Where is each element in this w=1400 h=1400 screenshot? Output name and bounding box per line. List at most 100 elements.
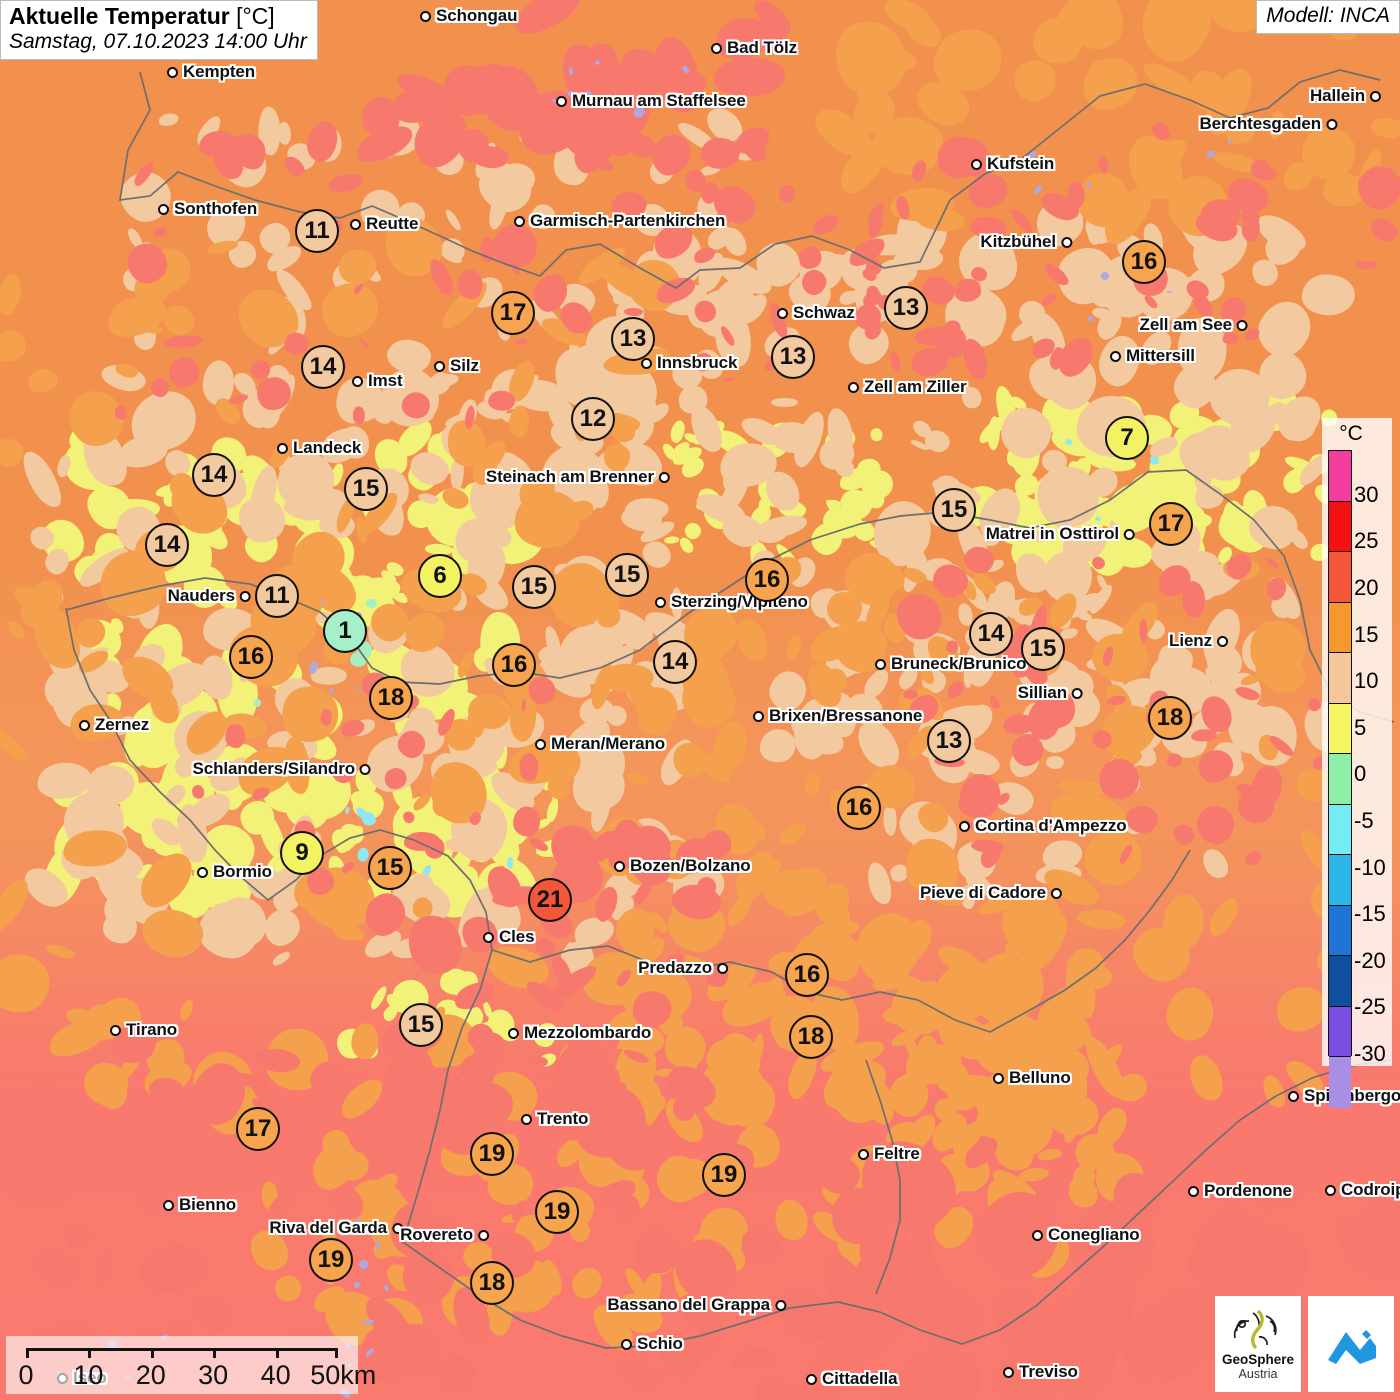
station-temperature-marker[interactable]: 11 (295, 209, 339, 253)
timestamp-label: Samstag, 07.10.2023 14:00 Uhr (9, 29, 307, 53)
legend-tick-labels: 30 25 20 15 10 5 0 -5 -10 -15 -20 -25 -30 (1354, 450, 1394, 1064)
city-marker: Pordenone (1188, 1181, 1292, 1201)
city-label: Pordenone (1204, 1181, 1292, 1200)
station-temperature-marker[interactable]: 15 (932, 488, 976, 532)
station-temperature-marker[interactable]: 14 (145, 523, 189, 567)
city-label: Garmisch-Partenkirchen (530, 211, 726, 230)
station-temperature-marker[interactable]: 17 (491, 291, 535, 335)
city-dot-icon (352, 375, 363, 387)
city-marker: Bienno (163, 1195, 236, 1215)
station-temperature-marker[interactable]: 14 (192, 453, 236, 497)
city-label: Bormio (213, 862, 272, 881)
station-temperature-marker[interactable]: 15 (512, 565, 556, 609)
station-temperature-marker[interactable]: 19 (535, 1190, 579, 1234)
city-label: Riva del Garda (269, 1218, 387, 1237)
city-marker: Mezzolombardo (508, 1023, 651, 1043)
geosphere-name: GeoSphere (1221, 1352, 1295, 1367)
city-dot-icon (753, 710, 764, 722)
city-dot-icon (1326, 118, 1337, 130)
station-temperature-marker[interactable]: 17 (1149, 502, 1193, 546)
legend-tick: 0 (1354, 761, 1367, 787)
city-dot-icon (1032, 1229, 1043, 1241)
legend-tick: 5 (1354, 714, 1367, 740)
geosphere-sub: Austria (1238, 1367, 1278, 1381)
station-temperature-marker[interactable]: 11 (255, 574, 299, 618)
legend-tick: -15 (1354, 901, 1386, 927)
station-temperature-marker[interactable]: 16 (745, 558, 789, 602)
city-label: Bruneck/Brunico (891, 654, 1027, 673)
station-temperature-marker[interactable]: 1 (323, 609, 367, 653)
station-temperature-marker[interactable]: 18 (789, 1015, 833, 1059)
title-box: Aktuelle Temperatur [°C] Samstag, 07.10.… (0, 0, 318, 60)
station-temperature-marker[interactable]: 7 (1105, 416, 1149, 460)
scale-bar-rule (26, 1348, 338, 1358)
station-temperature-marker[interactable]: 16 (1122, 240, 1166, 284)
station-temperature-marker[interactable]: 16 (492, 643, 536, 687)
station-temperature-marker[interactable]: 18 (369, 676, 413, 720)
city-marker: Matrei in Osttirol (986, 524, 1135, 544)
city-label: Kitzbühel (980, 232, 1056, 251)
city-label: Pieve di Cadore (919, 883, 1046, 902)
city-dot-icon (392, 1222, 403, 1234)
station-temperature-marker[interactable]: 14 (653, 640, 697, 684)
city-dot-icon (1188, 1185, 1199, 1197)
city-dot-icon (875, 658, 886, 670)
station-temperature-marker[interactable]: 15 (605, 553, 649, 597)
city-dot-icon (614, 860, 625, 872)
city-dot-icon (1110, 350, 1121, 362)
city-marker: Bozen/Bolzano (614, 856, 751, 876)
legend-tick: -25 (1354, 994, 1386, 1020)
station-temperature-marker[interactable]: 14 (301, 345, 345, 389)
city-marker: Trento (521, 1109, 588, 1129)
legend-unit-label: °C (1339, 422, 1363, 445)
city-label: Kempten (183, 62, 256, 81)
scale-label: 10 (73, 1360, 104, 1390)
city-marker: Meran/Merano (535, 734, 665, 754)
scale-label: 20 (135, 1360, 166, 1390)
station-temperature-marker[interactable]: 13 (611, 317, 655, 361)
city-marker: Cittadella (806, 1369, 898, 1389)
city-dot-icon (806, 1373, 817, 1385)
city-marker: Schio (621, 1334, 683, 1354)
station-temperature-marker[interactable]: 13 (927, 719, 971, 763)
city-dot-icon (240, 590, 251, 602)
city-label: Steinach am Brenner (485, 467, 654, 486)
city-dot-icon (717, 962, 728, 974)
station-temperature-marker[interactable]: 18 (1148, 696, 1192, 740)
legend-band (1329, 855, 1351, 906)
station-temperature-marker[interactable]: 21 (528, 878, 572, 922)
legend-band (1329, 754, 1351, 805)
city-marker: Kitzbühel (980, 232, 1072, 252)
city-marker: Riva del Garda (269, 1218, 403, 1238)
legend-tick: 20 (1354, 574, 1379, 600)
station-temperature-marker[interactable]: 16 (785, 953, 829, 997)
city-marker: Treviso (1003, 1362, 1078, 1382)
station-temperature-marker[interactable]: 16 (229, 635, 273, 679)
city-label: Schio (637, 1334, 683, 1353)
station-temperature-marker[interactable]: 15 (368, 846, 412, 890)
city-label: Mezzolombardo (524, 1023, 652, 1042)
station-temperature-marker[interactable]: 19 (470, 1132, 514, 1176)
city-dot-icon (167, 66, 178, 78)
station-temperature-marker[interactable]: 15 (1021, 627, 1065, 671)
station-temperature-marker[interactable]: 14 (969, 612, 1013, 656)
station-temperature-marker[interactable]: 15 (344, 467, 388, 511)
station-temperature-marker[interactable]: 13 (771, 335, 815, 379)
legend-tick: 15 (1354, 621, 1379, 647)
city-dot-icon (360, 763, 371, 775)
station-temperature-marker[interactable]: 19 (309, 1238, 353, 1282)
station-temperature-marker[interactable]: 15 (399, 1003, 443, 1047)
station-temperature-marker[interactable]: 12 (571, 397, 615, 441)
station-temperature-marker[interactable]: 13 (884, 286, 928, 330)
city-label: Nauders (167, 586, 235, 605)
city-marker: Schlanders/Silandro (193, 759, 371, 779)
station-temperature-marker[interactable]: 6 (418, 554, 462, 598)
station-temperature-marker[interactable]: 19 (702, 1153, 746, 1197)
station-temperature-marker[interactable]: 16 (837, 786, 881, 830)
station-temperature-marker[interactable]: 9 (280, 831, 324, 875)
station-temperature-marker[interactable]: 18 (470, 1261, 514, 1305)
city-marker: Kempten (167, 62, 255, 82)
station-temperature-marker[interactable]: 17 (236, 1107, 280, 1151)
scale-label: 0 (18, 1360, 34, 1390)
